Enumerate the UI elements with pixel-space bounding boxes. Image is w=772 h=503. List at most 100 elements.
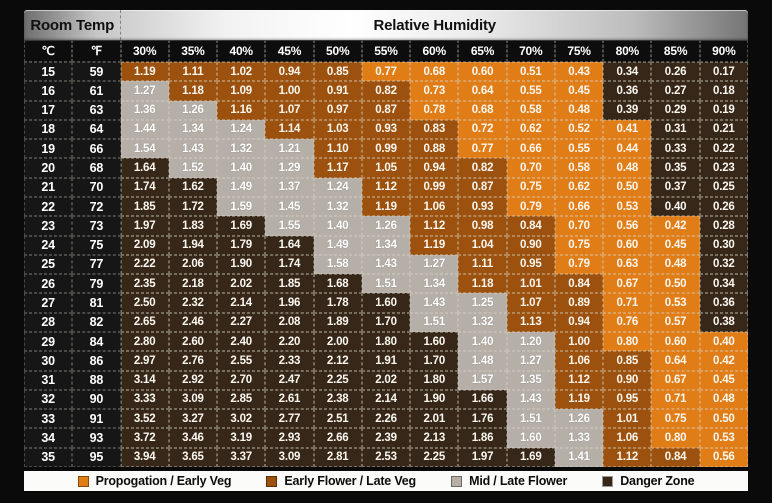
- fahrenheit-value: 82: [72, 312, 121, 332]
- cell-early-flower-late-veg: 1.12: [603, 447, 652, 467]
- cell-danger-zone: 2.80: [120, 332, 169, 352]
- cell-mid-late-flower: 1.27: [506, 351, 555, 371]
- table-row-26c: 26 79 2.35 2.18 2.02 1.85 1.68 1.51 1.34 1.18 1.01…: [24, 274, 748, 294]
- column-header-humidity-45: 45%: [265, 40, 314, 62]
- cell-danger-zone: 0.21: [699, 119, 748, 140]
- cell-danger-zone: 2.60: [168, 332, 218, 352]
- fahrenheit-value: 72: [72, 197, 121, 217]
- cell-mid-late-flower: 1.20: [506, 332, 555, 352]
- column-header-humidity-60: 60%: [410, 40, 459, 62]
- cell-propagation-early-veg: 0.78: [410, 100, 459, 120]
- cell-propagation-early-veg: 0.67: [603, 274, 652, 294]
- table-row-18c: 18 64 1.44 1.34 1.24 1.14 1.03 0.93 0.83 0.72 0.62…: [24, 119, 748, 140]
- cell-danger-zone: 2.25: [410, 447, 459, 467]
- celsius-value: 17: [24, 100, 73, 120]
- cell-propagation-early-veg: 0.55: [506, 81, 555, 101]
- celsius-value: 19: [24, 139, 73, 159]
- fahrenheit-value: 81: [72, 293, 121, 313]
- celsius-value: 35: [24, 447, 73, 467]
- cell-danger-zone: 1.94: [168, 235, 218, 255]
- fahrenheit-value: 91: [72, 409, 121, 429]
- legend-item-propagation-early-veg: Propogation / Early Veg: [77, 474, 231, 488]
- cell-danger-zone: 2.70: [217, 370, 266, 390]
- cell-propagation-early-veg: 0.68: [410, 62, 459, 82]
- cell-propagation-early-veg: 0.75: [506, 177, 555, 197]
- cell-danger-zone: 2.53: [361, 447, 411, 467]
- cell-propagation-early-veg: 0.77: [361, 62, 411, 82]
- cell-danger-zone: 2.09: [120, 235, 169, 255]
- cell-early-flower-late-veg: 1.11: [458, 254, 507, 275]
- cell-danger-zone: 0.26: [651, 62, 700, 82]
- cell-early-flower-late-veg: 1.04: [458, 235, 507, 255]
- table-row-29c: 29 84 2.80 2.60 2.40 2.20 2.00 1.80 1.60 1.40 1.20…: [24, 332, 748, 352]
- table-row-19c: 19 66 1.54 1.43 1.32 1.21 1.10 0.99 0.88 0.77 0.66…: [24, 139, 748, 159]
- cell-mid-late-flower: 1.24: [217, 119, 266, 140]
- cell-early-flower-late-veg: 1.01: [506, 274, 555, 294]
- cell-early-flower-late-veg: 0.87: [361, 100, 411, 120]
- fahrenheit-value: 79: [72, 274, 121, 294]
- legend-swatch-icon: [77, 475, 89, 487]
- cell-early-flower-late-veg: 0.99: [410, 177, 459, 197]
- celsius-value: 22: [24, 197, 73, 217]
- cell-mid-late-flower: 1.27: [410, 254, 459, 275]
- cell-propagation-early-veg: 0.55: [554, 139, 604, 159]
- cell-early-flower-late-veg: 1.02: [217, 62, 266, 82]
- cell-mid-late-flower: 1.21: [265, 139, 314, 159]
- cell-early-flower-late-veg: 0.89: [554, 293, 604, 313]
- cell-mid-late-flower: 1.34: [361, 235, 411, 255]
- table-body: 15 59 1.19 1.11 1.02 0.94 0.85 0.77 0.68 0.60 0.51…: [24, 62, 748, 467]
- cell-danger-zone: 2.20: [265, 332, 314, 352]
- cell-early-flower-late-veg: 0.82: [361, 81, 411, 101]
- cell-propagation-early-veg: 0.64: [458, 81, 507, 101]
- relative-humidity-header: Relative Humidity: [373, 16, 496, 34]
- cell-danger-zone: 1.86: [458, 428, 507, 448]
- cell-danger-zone: 1.80: [410, 370, 459, 390]
- cell-danger-zone: 0.27: [651, 81, 700, 101]
- cell-mid-late-flower: 1.33: [554, 428, 604, 448]
- cell-propagation-early-veg: 0.56: [603, 216, 652, 236]
- cell-propagation-early-veg: 0.50: [651, 274, 700, 294]
- table-row-17c: 17 63 1.36 1.26 1.16 1.07 0.97 0.87 0.78 0.68 0.58…: [24, 100, 748, 120]
- cell-propagation-early-veg: 0.42: [651, 216, 700, 236]
- cell-danger-zone: 3.65: [168, 447, 218, 467]
- column-header-humidity-80: 80%: [603, 40, 652, 62]
- celsius-value: 16: [24, 81, 73, 101]
- cell-early-flower-late-veg: 1.05: [361, 158, 411, 178]
- cell-danger-zone: 1.64: [265, 235, 314, 255]
- cell-mid-late-flower: 1.44: [120, 119, 169, 140]
- cell-danger-zone: 1.60: [410, 332, 459, 352]
- fahrenheit-value: 68: [72, 158, 121, 178]
- cell-mid-late-flower: 1.26: [361, 216, 411, 236]
- cell-propagation-early-veg: 0.64: [651, 351, 700, 371]
- cell-mid-late-flower: 1.26: [554, 409, 604, 429]
- cell-danger-zone: 2.14: [361, 389, 411, 410]
- cell-danger-zone: 1.69: [217, 216, 266, 236]
- cell-danger-zone: 2.50: [120, 293, 169, 313]
- cell-early-flower-late-veg: 0.94: [410, 158, 459, 178]
- column-header-row: ℃ ℉ 30% 35% 40% 45% 50% 55% 60% 65% 70% 75% 80% 85% 90…: [24, 40, 748, 62]
- cell-danger-zone: 2.32: [168, 293, 218, 313]
- cell-danger-zone: 1.62: [168, 177, 218, 197]
- cell-early-flower-late-veg: 1.19: [361, 197, 411, 217]
- cell-danger-zone: 2.33: [265, 351, 314, 371]
- cell-propagation-early-veg: 0.71: [651, 389, 700, 410]
- cell-danger-zone: 1.78: [313, 293, 362, 313]
- cell-early-flower-late-veg: 1.09: [217, 81, 266, 101]
- cell-early-flower-late-veg: 1.14: [265, 119, 314, 140]
- table-row-31c: 31 88 3.14 2.92 2.70 2.47 2.25 2.02 1.80 1.57 1.35…: [24, 370, 748, 390]
- cell-early-flower-late-veg: 1.06: [554, 351, 604, 371]
- cell-propagation-early-veg: 0.51: [506, 62, 555, 82]
- cell-propagation-early-veg: 0.45: [699, 370, 748, 390]
- fahrenheit-value: 77: [72, 254, 121, 275]
- cell-danger-zone: 0.40: [651, 197, 700, 217]
- room-temp-header: Room Temp: [24, 10, 122, 40]
- legend-label: Early Flower / Late Veg: [284, 474, 416, 488]
- cell-danger-zone: 2.76: [168, 351, 218, 371]
- cell-early-flower-late-veg: 1.00: [265, 81, 314, 101]
- cell-danger-zone: 1.97: [458, 447, 507, 467]
- column-header-fahrenheit: ℉: [72, 40, 121, 62]
- cell-danger-zone: 2.02: [217, 274, 266, 294]
- cell-danger-zone: 2.27: [217, 312, 266, 332]
- cell-propagation-early-veg: 0.60: [458, 62, 507, 82]
